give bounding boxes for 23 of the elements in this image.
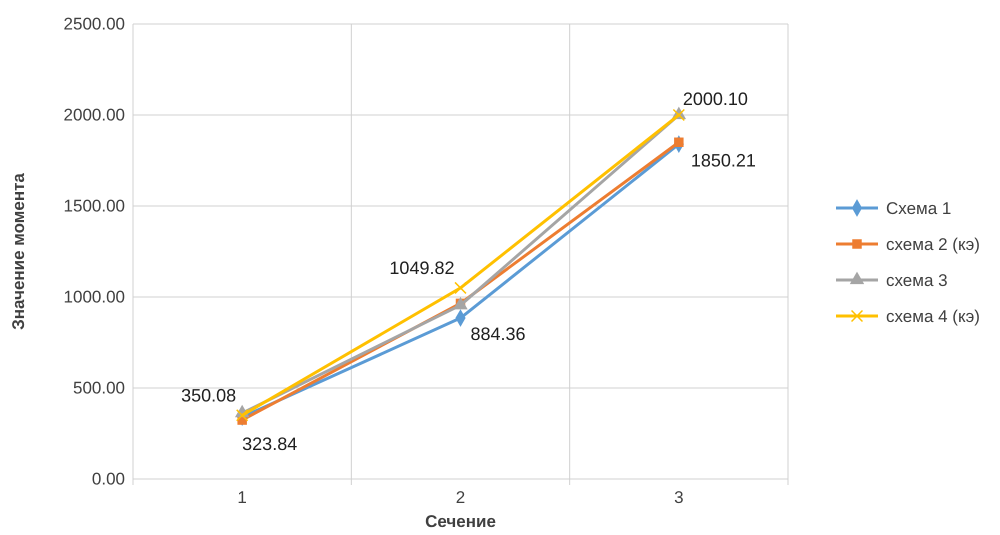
y-tick-label: 500.00	[73, 378, 125, 398]
y-axis-title: Значение момента	[9, 172, 28, 330]
x-tick-label: 2	[456, 488, 466, 508]
y-tick-label: 0.00	[92, 469, 125, 488]
data-label: 884.36	[470, 324, 526, 344]
legend-label: Схема 1	[886, 199, 952, 218]
point	[236, 409, 248, 422]
legend-label: схема 2 (кэ)	[886, 235, 980, 254]
point	[454, 282, 467, 294]
x-axis-title: Сечение	[425, 512, 496, 531]
x-tick-label: 3	[674, 488, 684, 508]
data-label: 1850.21	[690, 150, 756, 170]
data-label: 2000.10	[682, 88, 748, 109]
y-tick-label: 2500.00	[64, 14, 125, 34]
legend-label: схема 4 (кэ)	[886, 307, 980, 326]
y-tick-label: 2000.00	[64, 105, 125, 124]
y-tick-label: 1500.00	[64, 196, 125, 216]
x-tick-label: 1	[237, 488, 247, 508]
y-tick-label: 1000.00	[64, 287, 125, 306]
legend-label: схема 3	[886, 271, 948, 290]
data-label: 323.84	[242, 434, 298, 454]
data-label: 350.08	[181, 385, 236, 406]
data-label: 1049.82	[389, 258, 454, 278]
